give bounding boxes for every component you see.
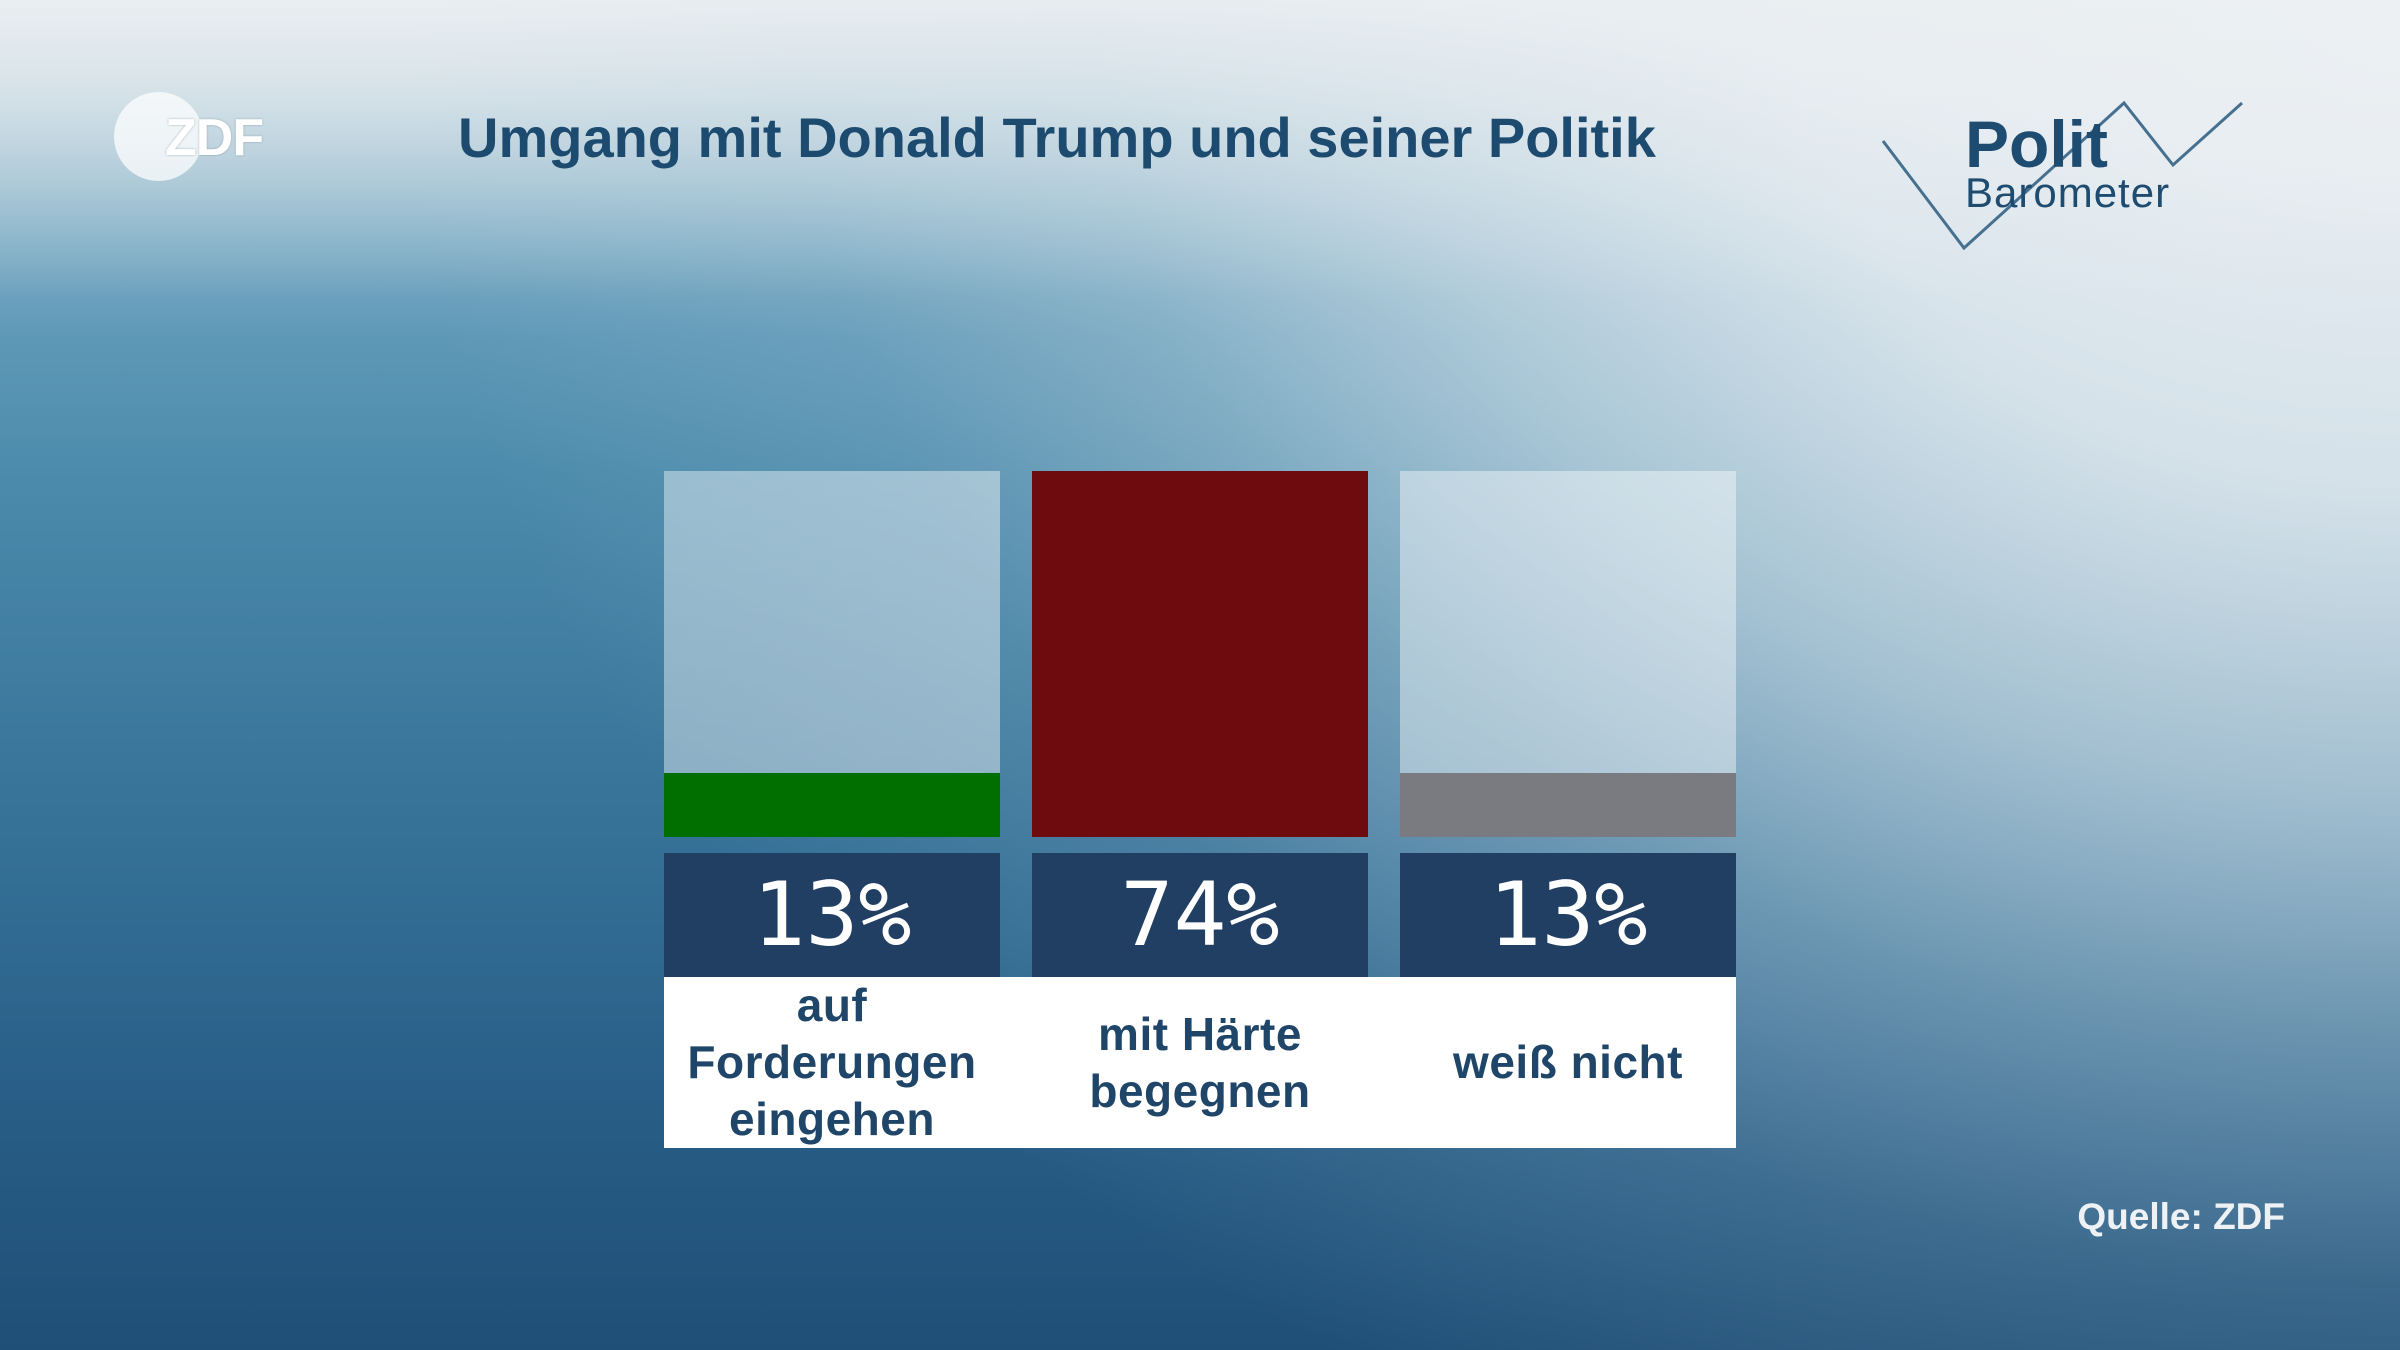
bar-fill [664,772,1000,837]
bar-column: 13% weiß nicht [1400,471,1736,1148]
politbarometer-logo-barometer: Barometer [1965,169,2171,216]
category-label: mit Härte begegnen [1089,1007,1311,1117]
bar-track [664,471,1000,837]
bar-columns: 13% auf Forderungen eingehen 74% mit Här… [664,471,1736,1148]
value-label: 13% [1400,853,1736,977]
bar-column: 74% mit Härte begegnen [1032,471,1368,1148]
value-label: 74% [1032,853,1368,977]
value-label: 13% [664,853,1000,977]
page-title: Umgang mit Donald Trump und seiner Polit… [458,106,1656,169]
category-label: auf Forderungen eingehen [687,979,977,1145]
zigzag-polyline [1881,100,2244,251]
zdf-logo-text: ZDF [165,109,264,167]
source-label: Quelle: ZDF [2077,1196,2285,1237]
category-label: weiß nicht [1453,1036,1683,1088]
zdf-logo-circle [114,92,203,181]
bar-fill [1400,772,1736,837]
bar-chart: 13% auf Forderungen eingehen 74% mit Här… [664,471,1736,1148]
politbarometer-zigzag-line [1881,100,2244,251]
bar-fill [1032,471,1368,837]
bar-column: 13% auf Forderungen eingehen [664,471,1000,1148]
politbarometer-logo-polit: Polit [1965,107,2108,181]
category-label-panel [664,977,1736,1148]
bar-track [1400,471,1736,837]
bar-track [1032,471,1368,837]
